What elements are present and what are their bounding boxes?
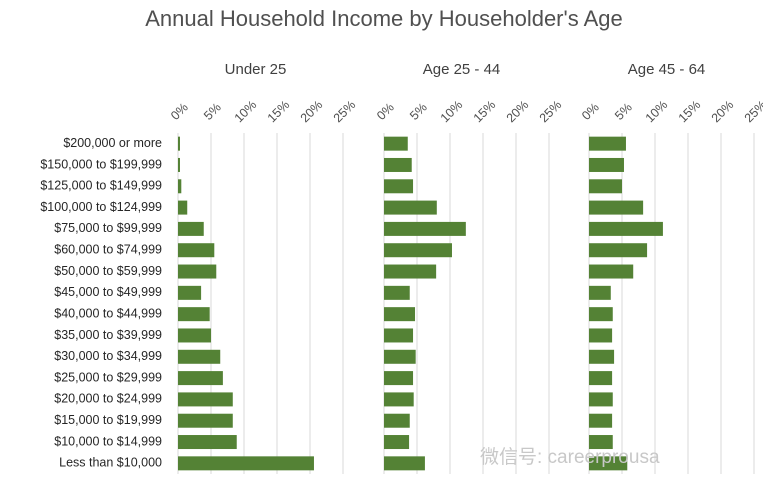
bar xyxy=(178,285,202,300)
y-tick-label: $35,000 to $39,999 xyxy=(54,328,162,342)
bar xyxy=(589,243,648,258)
bar xyxy=(589,371,613,386)
bar xyxy=(384,221,466,236)
bar xyxy=(178,243,215,258)
bar xyxy=(178,200,188,215)
bar xyxy=(178,435,237,450)
y-tick-label: $25,000 to $29,999 xyxy=(54,370,162,384)
bar xyxy=(178,157,180,172)
y-tick-label: $100,000 to $124,999 xyxy=(40,200,162,214)
y-tick-label: $45,000 to $49,999 xyxy=(54,285,162,299)
bar xyxy=(178,221,204,236)
bar xyxy=(589,200,644,215)
x-tick-label: 15% xyxy=(471,98,499,126)
bar xyxy=(589,285,611,300)
y-tick-label: $75,000 to $99,999 xyxy=(54,221,162,235)
bar xyxy=(589,307,613,322)
panel-title: Under 25 xyxy=(225,61,287,78)
bar xyxy=(178,349,221,364)
x-tick-label: 15% xyxy=(265,98,293,126)
x-tick-label: 10% xyxy=(232,98,260,126)
x-tick-label: 0% xyxy=(579,100,602,123)
bar xyxy=(178,136,180,151)
x-tick-label: 20% xyxy=(504,98,532,126)
y-tick-label: $50,000 to $59,999 xyxy=(54,264,162,278)
bar xyxy=(589,179,622,194)
x-tick-label: 0% xyxy=(168,100,191,123)
bar xyxy=(384,371,414,386)
x-tick-label: 25% xyxy=(331,98,359,126)
bar xyxy=(178,413,233,428)
x-tick-label: 5% xyxy=(201,100,224,123)
y-tick-label: $40,000 to $44,999 xyxy=(54,306,162,320)
bar xyxy=(178,371,223,386)
bar xyxy=(384,456,425,471)
bar xyxy=(589,157,624,172)
chart-title: Annual Household Income by Householder's… xyxy=(145,6,623,31)
x-tick-label: 20% xyxy=(298,98,326,126)
y-tick-label: $60,000 to $74,999 xyxy=(54,243,162,257)
bar xyxy=(384,392,414,407)
panel-title: Age 45 - 64 xyxy=(628,61,706,78)
bar xyxy=(384,435,410,450)
bar xyxy=(384,413,410,428)
panel-title: Age 25 - 44 xyxy=(423,61,501,78)
y-tick-label: $20,000 to $24,999 xyxy=(54,392,162,406)
bar xyxy=(384,285,410,300)
bar xyxy=(589,392,613,407)
bar xyxy=(384,264,437,279)
x-tick-label: 15% xyxy=(676,98,704,126)
bar xyxy=(384,349,416,364)
y-tick-label: $125,000 to $149,999 xyxy=(40,179,162,193)
watermark: 微信号: careerprousa xyxy=(480,446,660,468)
x-tick-label: 20% xyxy=(709,98,737,126)
bar xyxy=(384,307,416,322)
bar xyxy=(178,328,211,343)
y-tick-label: $10,000 to $14,999 xyxy=(54,434,162,448)
panels: $200,000 or more $150,000 to $199,999 $125… xyxy=(40,61,763,474)
bar xyxy=(178,264,217,279)
bar xyxy=(178,456,314,471)
x-tick-label: 0% xyxy=(374,100,397,123)
x-tick-label: 5% xyxy=(407,100,430,123)
bar xyxy=(384,136,408,151)
y-tick-label: $150,000 to $199,999 xyxy=(40,157,162,171)
bar xyxy=(384,200,437,215)
bar xyxy=(178,392,233,407)
bar xyxy=(589,221,663,236)
y-tick-label: $30,000 to $34,999 xyxy=(54,349,162,363)
bar xyxy=(589,456,628,471)
bar xyxy=(589,264,634,279)
bar xyxy=(589,435,613,450)
x-tick-label: 25% xyxy=(537,98,565,126)
bar xyxy=(589,328,613,343)
y-tick-label: $15,000 to $19,999 xyxy=(54,413,162,427)
y-tick-label: $200,000 or more xyxy=(63,136,162,150)
bar xyxy=(384,157,412,172)
y-tick-label: Less than $10,000 xyxy=(59,456,162,470)
x-tick-label: 10% xyxy=(438,98,466,126)
x-tick-label: 5% xyxy=(612,100,635,123)
bar xyxy=(384,328,414,343)
bar xyxy=(589,136,626,151)
bar xyxy=(384,179,414,194)
bar xyxy=(589,349,615,364)
bar xyxy=(178,179,182,194)
x-tick-label: 25% xyxy=(742,98,763,126)
bar xyxy=(178,307,210,322)
bar xyxy=(589,413,613,428)
bar xyxy=(384,243,452,258)
x-tick-label: 10% xyxy=(643,98,671,126)
